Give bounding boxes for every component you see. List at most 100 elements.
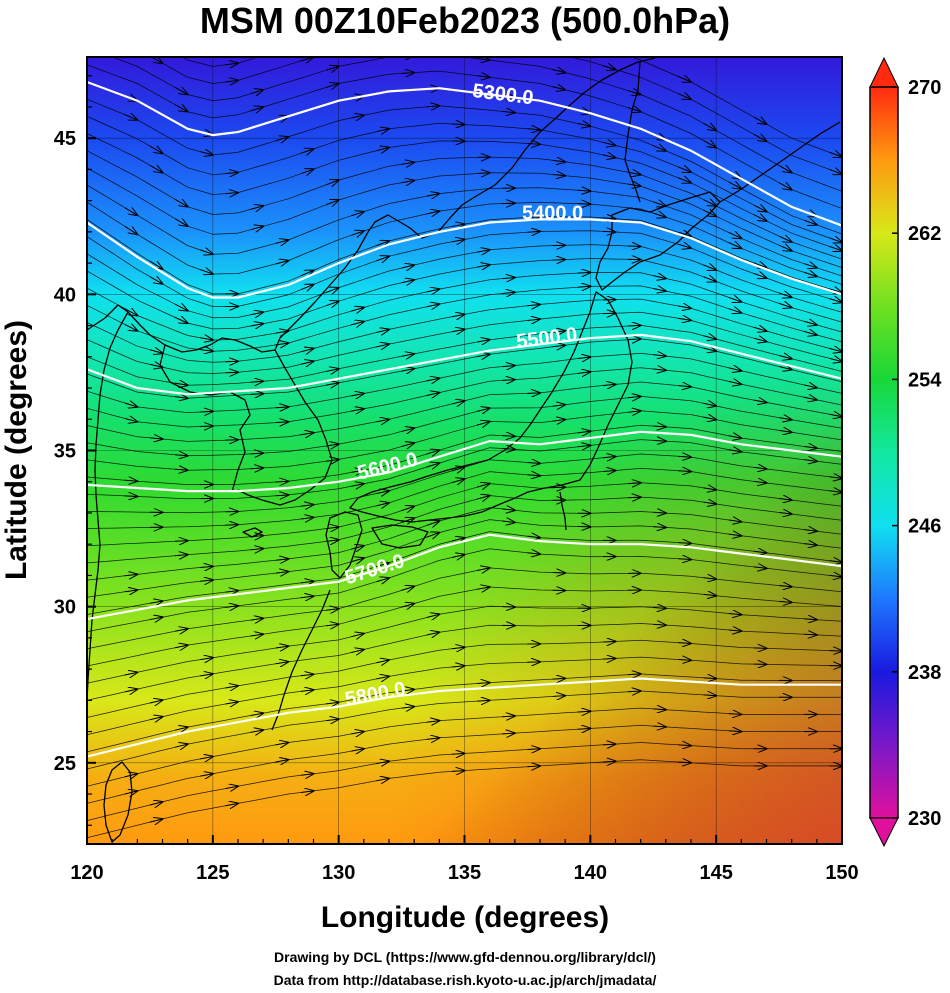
- streamline-arrow: [326, 540, 339, 542]
- streamline-arrow: [250, 453, 264, 454]
- streamline-arrow: [653, 276, 666, 279]
- streamline-arrow: [502, 521, 515, 522]
- streamline-arrow: [149, 364, 163, 367]
- colorbar-body: [869, 86, 899, 819]
- streamline-arrow: [753, 338, 767, 341]
- streamline-arrow: [778, 166, 792, 173]
- streamline-arrow: [376, 563, 389, 567]
- streamline-arrow: [678, 543, 691, 544]
- height-contour-line: [87, 333, 842, 396]
- streamline-arrow: [250, 226, 264, 229]
- streamline-arrow: [225, 80, 238, 82]
- colorbar-extend-min: [869, 817, 899, 848]
- streamline-arrow: [376, 578, 389, 582]
- streamline-arrow: [325, 288, 339, 293]
- streamline-arrow: [426, 450, 440, 454]
- streamline-arrow: [602, 470, 616, 471]
- x-tick-label: 150: [825, 862, 858, 884]
- y-tick-label: 40: [54, 284, 76, 306]
- streamline-arrow: [627, 108, 641, 112]
- streamline-arrow: [703, 141, 717, 148]
- streamline-arrow: [753, 400, 767, 402]
- streamline-arrow: [552, 420, 566, 422]
- streamline-arrow: [401, 265, 415, 268]
- streamline-arrow: [829, 477, 842, 479]
- x-tick-label: 135: [448, 862, 481, 884]
- x-tick-label: 130: [322, 862, 355, 884]
- streamline-arrow: [728, 731, 742, 732]
- streamline-arrow: [426, 194, 440, 196]
- streamline-arrow: [678, 471, 691, 472]
- streamline-arrow: [678, 559, 691, 560]
- streamline-arrow: [300, 433, 314, 435]
- streamline-arrow: [376, 344, 389, 347]
- streamline-arrow: [753, 274, 767, 279]
- streamline-arrow: [603, 48, 616, 52]
- streamline-arrow: [804, 264, 817, 268]
- streamline-arrow: [250, 730, 264, 732]
- streamline-arrow: [250, 107, 264, 111]
- streamline-arrow: [552, 405, 566, 407]
- streamline-arrow: [351, 484, 364, 486]
- streamline-arrow: [703, 695, 717, 696]
- streamline-arrow: [602, 231, 616, 232]
- streamline-arrow: [451, 401, 465, 404]
- streamline-arrow: [426, 614, 440, 617]
- streamline-arrow: [325, 84, 339, 88]
- streamline-arrow: [602, 142, 616, 145]
- height-contour-line: [87, 677, 842, 758]
- streamline-arrow: [779, 430, 792, 432]
- streamline-arrow: [426, 738, 440, 740]
- streamline-arrow: [401, 689, 415, 691]
- streamline-arrow: [502, 111, 515, 112]
- streamline-arrow: [829, 289, 842, 293]
- streamline-arrow: [552, 160, 566, 162]
- streamline-arrow: [779, 499, 792, 501]
- streamline-arrow: [703, 678, 717, 679]
- streamline-arrow: [779, 601, 792, 602]
- streamline-arrow: [653, 426, 666, 427]
- streamline-arrow: [250, 381, 264, 382]
- streamline-arrow: [250, 206, 264, 210]
- streamline-arrow: [678, 232, 691, 236]
- streamline-arrow: [602, 658, 616, 659]
- streamline-arrow: [703, 200, 717, 206]
- streamline-arrow: [149, 802, 163, 805]
- streamline-arrow: [653, 726, 666, 727]
- streamline-arrow: [351, 231, 364, 235]
- colorbar-tick-label: 262: [908, 223, 941, 245]
- streamline-arrow: [577, 711, 591, 712]
- streamline-arrow: [124, 480, 138, 481]
- streamline-arrow: [728, 436, 742, 438]
- streamline-arrow: [426, 211, 440, 214]
- streamline-arrow: [552, 174, 566, 175]
- streamline-arrow: [351, 558, 364, 562]
- streamline-arrow: [703, 578, 717, 579]
- streamline-arrow: [577, 372, 591, 374]
- streamline-arrow: [250, 634, 264, 636]
- streamline-arrow: [225, 193, 238, 194]
- streamline-arrow: [653, 355, 666, 356]
- streamline-arrow: [174, 219, 188, 227]
- y-tick-label: 25: [54, 753, 76, 775]
- streamline-arrow: [376, 129, 389, 132]
- streamline-arrow: [250, 549, 264, 550]
- streamline-arrow: [175, 455, 188, 456]
- streamline-arrow: [678, 306, 691, 308]
- streamline-arrow: [703, 348, 717, 351]
- streamline-arrow: [451, 314, 465, 316]
- streamline-arrow: [250, 312, 264, 315]
- streamline-arrow: [502, 716, 515, 717]
- streamline-arrow: [376, 491, 389, 494]
- streamline-arrow: [174, 645, 188, 648]
- streamline-arrow: [300, 270, 314, 275]
- streamline-arrow: [778, 355, 792, 358]
- streamline-arrow: [527, 766, 540, 767]
- streamline-arrow: [451, 555, 465, 558]
- streamline-arrow: [602, 66, 616, 70]
- streamline-arrow: [275, 572, 289, 573]
- streamline-arrow: [627, 172, 641, 174]
- streamline-arrow: [451, 224, 465, 226]
- streamline-arrow: [300, 517, 314, 519]
